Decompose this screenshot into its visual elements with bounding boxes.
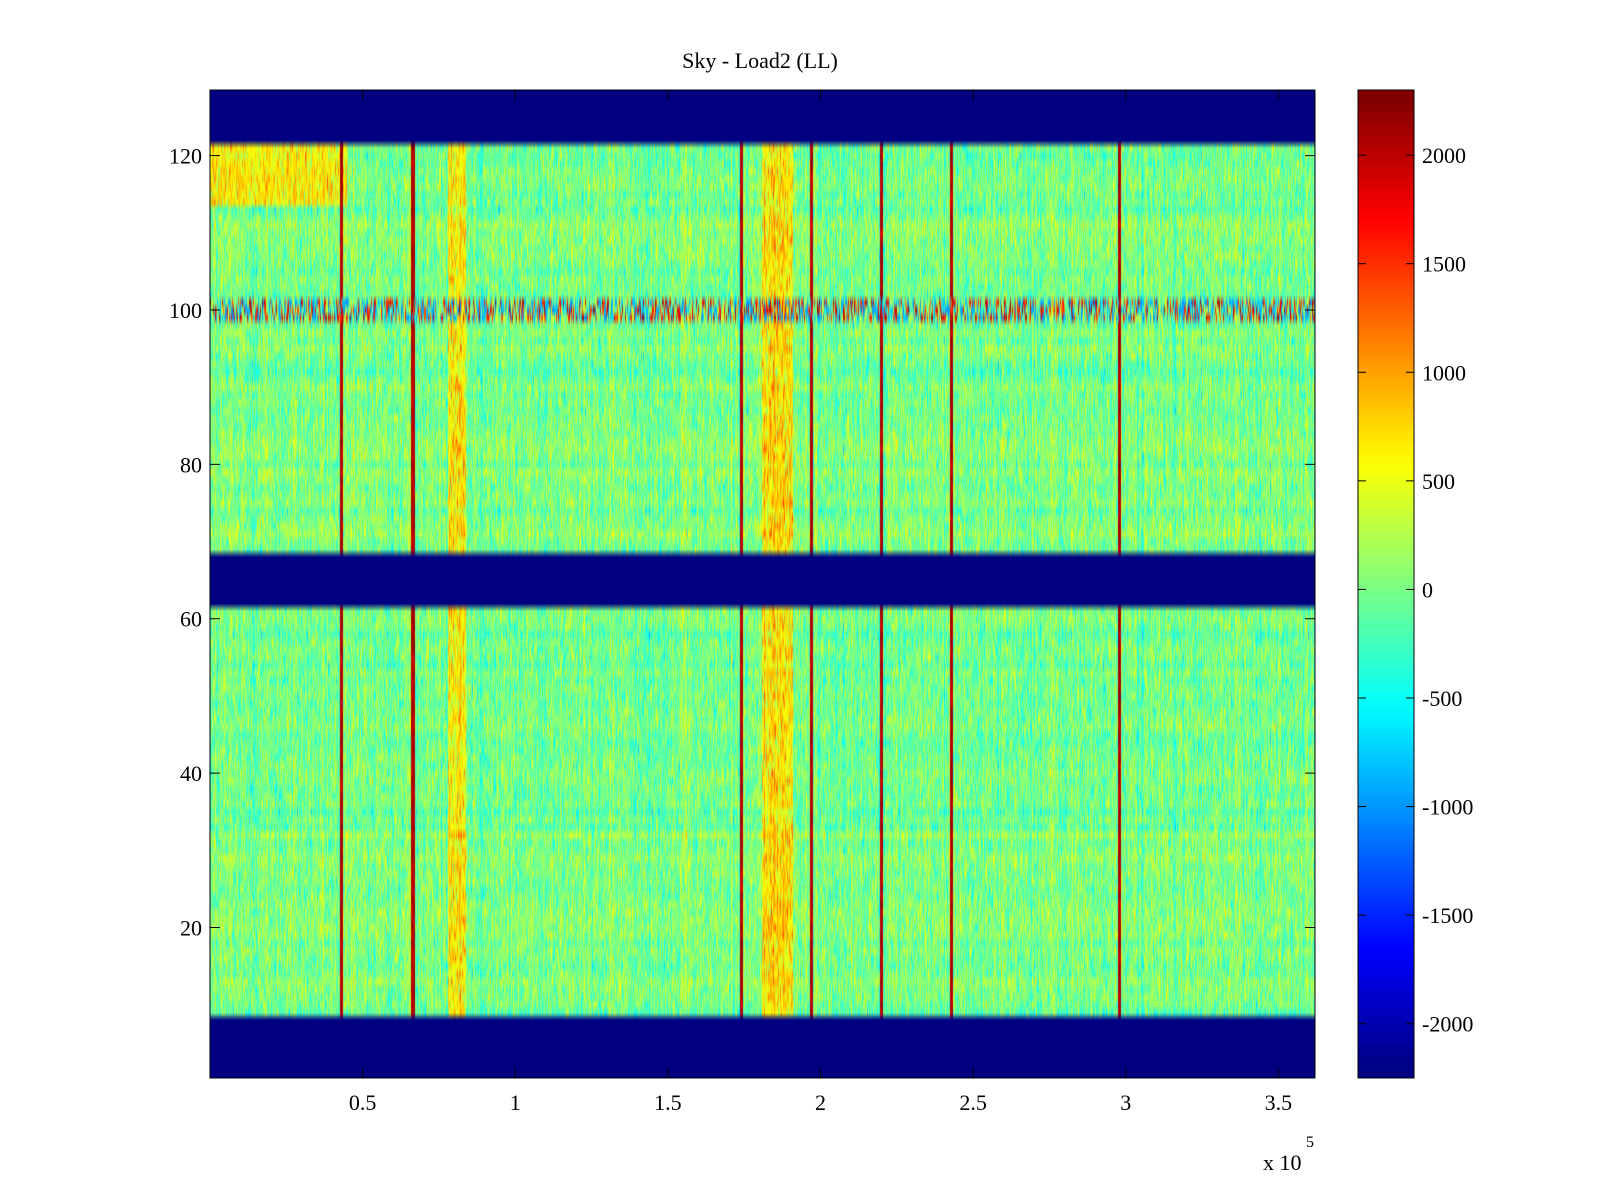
colorbar-ticks: -2000 -1500 -1000 -500 0 500 1000 1500 2000 bbox=[1358, 143, 1473, 1037]
colorbar-tick-label: -1500 bbox=[1422, 903, 1473, 928]
colorbar-tick-label: -500 bbox=[1422, 686, 1462, 711]
x-axis-multiplier: x 10 bbox=[1263, 1150, 1302, 1175]
colorbar-tick-label: 0 bbox=[1422, 577, 1433, 602]
x-tick-label: 2 bbox=[815, 1090, 826, 1115]
colorbar-tick-label: -1000 bbox=[1422, 795, 1473, 820]
y-tick-label: 100 bbox=[169, 298, 202, 323]
y-tick-label: 60 bbox=[180, 607, 202, 632]
colorbar-tick-label: 500 bbox=[1422, 469, 1455, 494]
y-tick-label: 20 bbox=[180, 915, 202, 940]
colorbar-tick-label: 1000 bbox=[1422, 360, 1466, 385]
colorbar-frame bbox=[1357, 89, 1415, 1079]
x-tick-label: 1.5 bbox=[654, 1090, 682, 1115]
colorbar: -2000 -1500 -1000 -500 0 500 1000 1500 2000 bbox=[1357, 89, 1473, 1079]
colorbar-tick-label: -2000 bbox=[1422, 1012, 1473, 1037]
x-tick-label: 3 bbox=[1120, 1090, 1131, 1115]
colorbar-tick-label: 2000 bbox=[1422, 143, 1466, 168]
y-tick-label: 40 bbox=[180, 761, 202, 786]
y-tick-label: 80 bbox=[180, 452, 202, 477]
colorbar-gradient bbox=[1358, 90, 1414, 1078]
colorbar-tick-label: 1500 bbox=[1422, 252, 1466, 277]
x-tick-label: 3.5 bbox=[1265, 1090, 1293, 1115]
y-axis: 20 40 60 80 100 120 bbox=[169, 144, 1315, 940]
x-axis-multiplier-exponent: 5 bbox=[1306, 1134, 1314, 1151]
x-tick-label: 2.5 bbox=[959, 1090, 987, 1115]
chart-title: Sky - Load2 (LL) bbox=[682, 48, 838, 73]
x-tick-label: 0.5 bbox=[349, 1090, 377, 1115]
x-tick-label: 1 bbox=[510, 1090, 521, 1115]
x-axis: 0.5 1 1.5 2 2.5 3 3.5 bbox=[349, 90, 1292, 1115]
heatmap-image bbox=[210, 90, 1315, 1078]
plot-frame bbox=[209, 89, 1316, 1079]
y-tick-label: 120 bbox=[169, 144, 202, 169]
plot-area bbox=[209, 89, 1316, 1079]
